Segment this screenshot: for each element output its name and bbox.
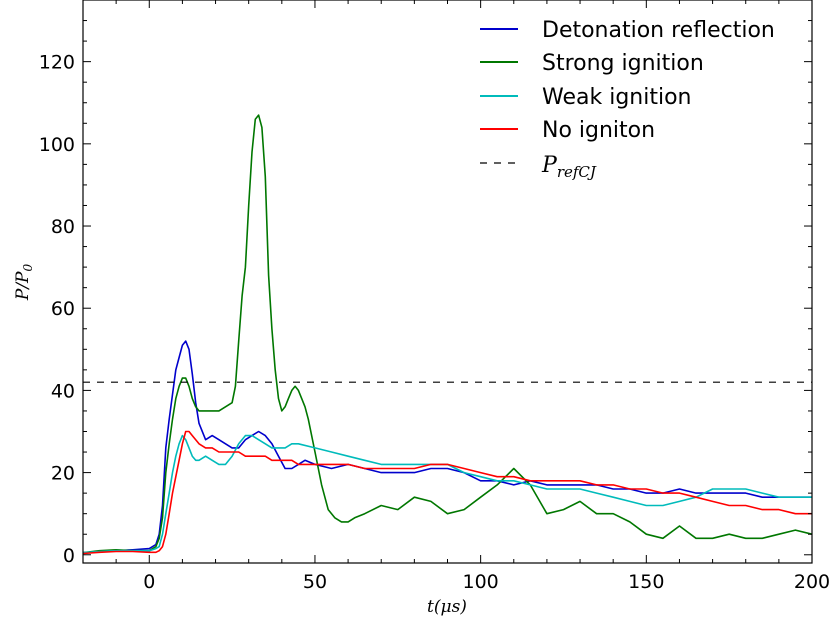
legend-label-none: No igniton	[542, 118, 655, 143]
x-tick-label: 150	[628, 571, 664, 593]
x-tick-label: 200	[794, 571, 830, 593]
x-tick-label: 0	[143, 571, 155, 593]
y-tick-label: 60	[51, 298, 75, 320]
axes-layer: 0 50 100 150 200 0 20 40 60 80 100 120	[39, 0, 830, 593]
y-tick-label: 40	[51, 380, 75, 402]
legend-label-strong: Strong ignition	[542, 51, 704, 76]
series-line-no-igniton	[82, 430, 812, 555]
legend-label-weak: Weak ignition	[542, 85, 692, 110]
series-line-weak-ignition	[82, 434, 812, 554]
x-axis-label: t(μs)	[427, 597, 467, 617]
plot-background	[83, 0, 812, 563]
y-axis-label: P/P0	[13, 264, 35, 302]
y-tick-label: 100	[39, 134, 75, 156]
y-tick-label: 120	[39, 52, 75, 74]
legend: Detonation reflection Strong ignition We…	[480, 18, 775, 181]
y-tick-label: 20	[51, 463, 75, 485]
legend-label-detonation: Detonation reflection	[542, 18, 775, 43]
y-tick-label: 80	[51, 216, 75, 238]
series-layer	[82, 114, 813, 555]
x-tick-label: 50	[303, 571, 327, 593]
x-tick-label: 100	[463, 571, 499, 593]
y-tick-label: 0	[63, 545, 75, 567]
series-line-strong-ignition	[82, 114, 813, 554]
